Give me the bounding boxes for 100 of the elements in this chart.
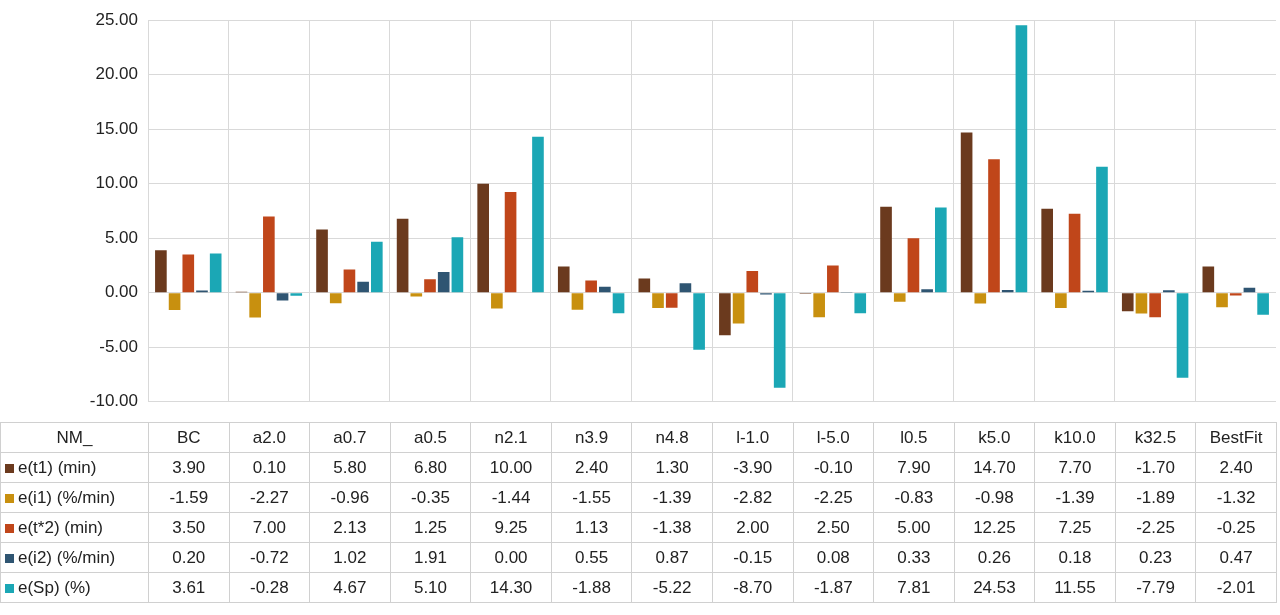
bar: [974, 293, 987, 304]
bar: [1257, 293, 1269, 315]
y-tick-label: -5.00: [99, 336, 138, 356]
x-tick-label: BestFit: [1195, 422, 1277, 453]
data-label: -7.79: [1115, 572, 1196, 603]
x-tick-label: l-5.0: [793, 422, 874, 453]
data-label: 12.25: [954, 512, 1035, 543]
bar: [693, 293, 705, 350]
bar: [665, 293, 678, 308]
bar: [290, 293, 303, 296]
x-tick-label: n2.1: [470, 422, 552, 453]
data-label: 0.20: [148, 542, 230, 573]
data-label: 0.47: [1195, 542, 1277, 573]
data-label: 1.25: [390, 512, 471, 543]
bar: [854, 293, 867, 314]
x-tick-label: n4.8: [631, 422, 713, 453]
data-label: -8.70: [712, 572, 793, 603]
data-label: 10.00: [470, 452, 552, 483]
data-label: 2.40: [1195, 452, 1277, 483]
bar: [935, 207, 947, 293]
data-label: -0.15: [712, 542, 793, 573]
data-label: -2.01: [1195, 572, 1277, 603]
data-label: -2.27: [229, 482, 310, 513]
bar: [638, 278, 651, 293]
bar: [612, 293, 625, 314]
bar: [988, 159, 1000, 293]
data-label: 1.13: [551, 512, 632, 543]
bar: [1202, 266, 1215, 293]
bar: [960, 132, 973, 293]
data-label: -1.59: [148, 482, 230, 513]
bar: [880, 206, 892, 293]
legend-label: e(i1) (%/min): [0, 482, 149, 513]
bar: [343, 269, 356, 293]
bar: [907, 238, 920, 293]
bar: [209, 253, 222, 293]
x-tick-label: l0.5: [873, 422, 955, 453]
bar: [813, 293, 825, 318]
bar: [532, 136, 544, 293]
data-label: -0.25: [1195, 512, 1277, 543]
bar: [827, 265, 839, 293]
x-axis-title: NM_: [56, 427, 93, 447]
bar: [585, 280, 597, 293]
bar: [1176, 293, 1189, 378]
y-tick-label: -10.00: [89, 391, 138, 411]
bar: [893, 293, 906, 302]
x-tick-label: a0.5: [390, 422, 471, 453]
x-tick-label: n3.9: [551, 422, 632, 453]
y-tick-label: 10.00: [95, 173, 138, 193]
data-label: 2.00: [712, 512, 793, 543]
bar: [921, 289, 933, 293]
bar: [1149, 293, 1161, 318]
data-label: 6.80: [390, 452, 471, 483]
data-label: 0.18: [1034, 542, 1116, 573]
data-label: -0.96: [309, 482, 391, 513]
data-label: -0.28: [229, 572, 310, 603]
legend-label: e(t1) (min): [0, 452, 149, 483]
data-label: 1.91: [390, 542, 471, 573]
data-label: 5.00: [873, 512, 955, 543]
data-label: -1.39: [1034, 482, 1116, 513]
bar: [557, 266, 570, 293]
bar: [599, 286, 611, 293]
data-label: -3.90: [712, 452, 793, 483]
data-label: 0.23: [1115, 542, 1196, 573]
data-label: 0.55: [551, 542, 632, 573]
data-label: 0.08: [793, 542, 874, 573]
data-label: -2.82: [712, 482, 793, 513]
data-label: -1.89: [1115, 482, 1196, 513]
data-label: -0.83: [873, 482, 955, 513]
bar: [1096, 166, 1108, 293]
data-label: -5.22: [631, 572, 713, 603]
bar: [410, 293, 423, 297]
x-tick-label: a2.0: [229, 422, 310, 453]
bar: [1121, 293, 1134, 312]
data-label: -0.72: [229, 542, 310, 573]
data-label: 24.53: [954, 572, 1035, 603]
bar: [732, 293, 745, 324]
data-label: -1.39: [631, 482, 713, 513]
data-label: 7.90: [873, 452, 955, 483]
bar: [1135, 293, 1148, 314]
legend-label: e(Sp) (%): [0, 572, 149, 603]
y-tick-label: 25.00: [95, 9, 138, 29]
data-label: -1.88: [551, 572, 632, 603]
bar: [1015, 25, 1028, 293]
bar: [491, 293, 503, 309]
data-label: 14.70: [954, 452, 1035, 483]
bar: [571, 293, 584, 310]
data-label: 0.26: [954, 542, 1035, 573]
bar: [357, 281, 369, 293]
bar: [1229, 293, 1242, 296]
data-label: 3.90: [148, 452, 230, 483]
data-label: 0.87: [631, 542, 713, 573]
x-tick-label: k10.0: [1034, 422, 1116, 453]
data-label: -1.44: [470, 482, 552, 513]
data-label: 5.10: [390, 572, 471, 603]
bar: [276, 293, 289, 301]
bar: [437, 271, 450, 293]
data-label: 3.61: [148, 572, 230, 603]
x-tick-label: a0.7: [309, 422, 391, 453]
x-tick-label: BC: [148, 422, 230, 453]
data-label: -0.35: [390, 482, 471, 513]
